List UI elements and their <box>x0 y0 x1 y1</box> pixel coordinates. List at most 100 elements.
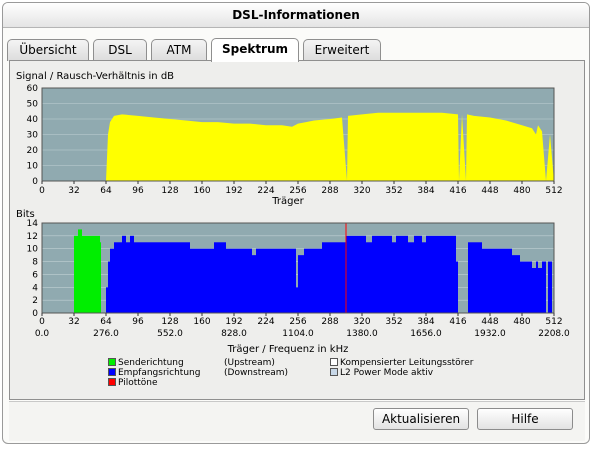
legend-middle: (Upstream) (Downstream) <box>224 358 288 378</box>
legend-comp: Kompensierter Leitungsstörer <box>330 358 473 368</box>
snr-y-tick: 30 <box>27 131 39 141</box>
bits-bar <box>114 242 122 313</box>
bits-bar <box>346 235 366 313</box>
pilot-swatch <box>108 378 116 386</box>
bits-x-tick: 64 <box>100 317 112 327</box>
snr-x-tick: 224 <box>257 186 274 196</box>
bits-bar <box>190 248 214 313</box>
bits-bar <box>392 242 396 313</box>
snr-x-tick: 192 <box>225 186 242 196</box>
bits-bar <box>456 261 458 313</box>
snr-x-tick: 32 <box>68 186 79 196</box>
snr-x-axis-label: Träger <box>271 196 304 207</box>
bits-bar <box>130 235 134 313</box>
snr-x-tick: 96 <box>132 186 144 196</box>
legend-recv-label: Empfangsrichtung <box>118 368 201 378</box>
spectrum-charts: Signal / Rausch-Verhältnis in dB 0102030… <box>16 71 570 355</box>
bits-freq-tick: 1104.0 <box>282 329 314 339</box>
bits-bar <box>106 287 108 313</box>
bits-y-tick: 6 <box>32 270 38 280</box>
bits-bar <box>548 261 552 313</box>
snr-x-tick: 128 <box>161 186 178 196</box>
bits-y-tick: 14 <box>27 219 39 229</box>
bits-x-tick: 448 <box>481 317 498 327</box>
bits-x-tick: 384 <box>417 317 434 327</box>
bits-x-tick: 128 <box>161 317 178 327</box>
bits-x-tick: 320 <box>353 317 370 327</box>
bits-bar <box>414 235 422 313</box>
help-button[interactable]: Hilfe <box>477 408 573 430</box>
legend-send-label: Senderichtung <box>118 358 184 368</box>
bits-bar <box>296 287 298 313</box>
comp-swatch <box>330 358 338 366</box>
snr-x-tick: 352 <box>385 186 402 196</box>
button-bar: Aktualisieren Hilfe <box>9 401 585 441</box>
l2-swatch <box>330 368 338 376</box>
bits-bar <box>74 235 78 313</box>
tab-bar: Übersicht DSL ATM Spektrum Erweitert <box>7 38 587 62</box>
bits-x-tick: 32 <box>68 317 79 327</box>
snr-x-tick: 288 <box>321 186 338 196</box>
bits-bar <box>422 242 426 313</box>
snr-x-tick: 416 <box>449 186 466 196</box>
bits-x-tick: 288 <box>321 317 338 327</box>
snr-y-tick: 10 <box>27 162 39 172</box>
bits-bar <box>82 235 100 313</box>
bits-y-tick: 8 <box>32 258 38 268</box>
legend-right: Kompensierter Leitungsstörer L2 Power Mo… <box>330 358 473 378</box>
bits-bar <box>100 242 101 313</box>
snr-chart-title: Signal / Rausch-Verhältnis in dB <box>16 71 174 82</box>
tab-advanced[interactable]: Erweitert <box>303 39 381 61</box>
bits-x-tick: 192 <box>225 317 242 327</box>
tab-atm[interactable]: ATM <box>151 39 207 61</box>
snr-y-tick: 50 <box>27 100 39 110</box>
tab-spectrum[interactable]: Spektrum <box>211 38 299 62</box>
bits-y-tick: 2 <box>32 296 38 306</box>
bits-bar <box>542 261 546 313</box>
bits-x-tick: 96 <box>132 317 144 327</box>
bits-bar <box>532 268 536 313</box>
bits-x-tick: 512 <box>545 317 562 327</box>
bits-bar <box>108 261 110 313</box>
snr-x-tick: 512 <box>545 186 562 196</box>
snr-y-tick: 20 <box>27 146 39 156</box>
snr-x-tick: 448 <box>481 186 498 196</box>
bits-bar <box>396 235 408 313</box>
bits-bar <box>252 255 256 313</box>
snr-y-tick: 40 <box>27 115 39 125</box>
legend-send-dir: (Upstream) <box>224 358 275 368</box>
bits-x-tick: 416 <box>449 317 466 327</box>
bits-bar <box>538 268 542 313</box>
tab-dsl[interactable]: DSL <box>93 39 147 61</box>
refresh-button[interactable]: Aktualisieren <box>373 408 469 430</box>
legend-comp-label: Kompensierter Leitungsstörer <box>340 358 474 368</box>
legend-send: Senderichtung <box>108 358 200 368</box>
bits-bar <box>520 261 532 313</box>
bits-y-tick: 0 <box>32 309 38 319</box>
recv-swatch <box>108 368 116 376</box>
legend-l2: L2 Power Mode aktiv <box>330 368 473 378</box>
snr-y-tick: 0 <box>32 177 38 187</box>
bits-chart-title: Bits <box>16 209 35 220</box>
bits-x-tick: 352 <box>385 317 402 327</box>
bits-x-tick: 160 <box>193 317 210 327</box>
bits-chart: 0 2 4 6 8 10 12 14 0 32 64 96 128 160 192 224 256 288 320 3… <box>27 219 570 339</box>
bits-bar <box>78 229 82 313</box>
bits-y-tick: 12 <box>27 232 38 242</box>
bits-x-tick: 0 <box>39 317 45 327</box>
bits-bar <box>426 235 456 313</box>
legend-pilot-label: Pilottöne <box>118 378 158 388</box>
bits-bar <box>512 255 520 313</box>
snr-x-tick: 64 <box>100 186 112 196</box>
bits-bar <box>408 242 414 313</box>
tab-overview[interactable]: Übersicht <box>7 39 89 61</box>
legend-recv-dir: (Downstream) <box>224 368 289 378</box>
bits-bar <box>536 261 538 313</box>
bits-bar <box>110 248 114 313</box>
legend-left: Senderichtung Empfangsrichtung Pilottöne <box>108 358 200 388</box>
bits-bar <box>304 248 322 313</box>
snr-x-tick: 0 <box>39 186 45 196</box>
bits-bar <box>322 242 346 313</box>
bits-y-tick: 4 <box>32 283 38 293</box>
bits-bar <box>482 248 512 313</box>
